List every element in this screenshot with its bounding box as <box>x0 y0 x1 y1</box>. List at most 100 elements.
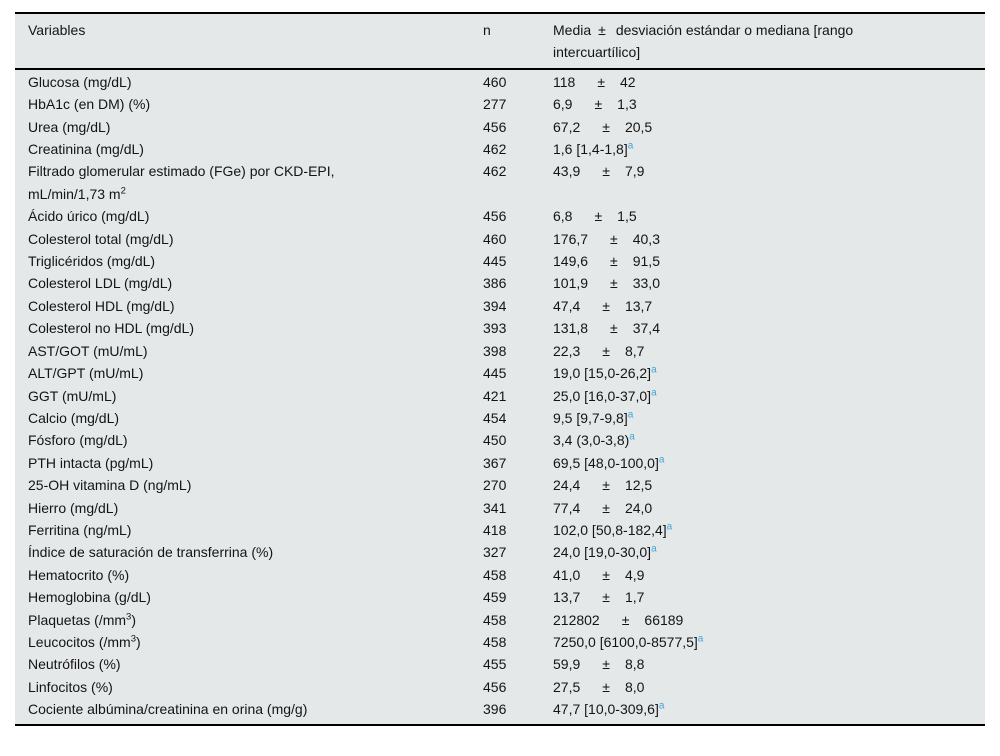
sd-value: 8,7 <box>624 342 645 359</box>
plus-minus-sign: ± <box>610 253 618 270</box>
value-cell: 131,8 ±37,4 <box>553 317 985 339</box>
sd-value: 33,0 <box>632 275 660 292</box>
sample-size: 327 <box>483 544 507 561</box>
sd-value: 1,3 <box>617 96 637 113</box>
value-cell: 47,4 ±13,7 <box>553 295 985 317</box>
sample-size: 456 <box>483 118 507 135</box>
mean-value: 43,9 <box>553 163 581 180</box>
table-row: AST/GOT (mU/mL) 398 22,3 ±8,7 <box>15 340 985 362</box>
median-iqr-value: 19,0 [15,0-26,2] <box>553 365 652 382</box>
table-header-row: Variables n Media ± desviación estándar o … <box>15 14 985 70</box>
mean-value: 67,2 <box>553 118 581 135</box>
variable-name: Ferritina (ng/mL) <box>28 521 132 538</box>
variable-name: Hemoglobina (g/dL) <box>28 589 151 606</box>
variable-name: Ácido úrico (mg/dL) <box>28 208 150 225</box>
sd-value: 20,5 <box>624 118 653 135</box>
variable-name: Creatinina (mg/dL) <box>28 141 144 158</box>
variable-name: Urea (mg/dL) <box>28 118 111 135</box>
table-row: Filtrado glomerular estimado (FGe) por C… <box>15 160 985 205</box>
value-cell: 47,7 [10,0-309,6]a <box>553 698 985 720</box>
plus-minus-sign: ± <box>610 230 618 247</box>
variable-name: Colesterol LDL (mg/dL) <box>28 275 173 292</box>
mean-value: 6,9 <box>553 96 573 113</box>
variable-name: ALT/GPT (mU/mL) <box>28 365 144 382</box>
table-row: Colesterol total (mg/dL) 460 176,7 ±40,3 <box>15 228 985 250</box>
variable-name: HbA1c (en DM) (%) <box>28 96 151 113</box>
sd-value: 8,8 <box>624 656 645 673</box>
mean-value: 59,9 <box>553 656 581 673</box>
median-iqr-value: 9,5 [9,7-9,8] <box>553 409 628 426</box>
value-cell: 24,4 ±12,5 <box>553 474 985 496</box>
footnote-marker: a <box>651 543 657 555</box>
variable-name: Plaquetas (/mm3) <box>28 610 137 628</box>
value-cell: 43,9 ±7,9 <box>553 160 985 182</box>
sample-size: 458 <box>483 566 507 583</box>
table-row: Ácido úrico (mg/dL) 456 6,8 ±1,5 <box>15 205 985 227</box>
footnote-marker: a <box>666 521 673 533</box>
median-iqr-value: 69,5 [48,0-100,0] <box>553 454 659 471</box>
sd-value: 66189 <box>644 611 684 628</box>
variable-name: Índice de saturación de transferrina (%) <box>28 544 274 561</box>
sample-size: 394 <box>483 297 507 314</box>
sample-size: 445 <box>483 365 507 382</box>
plus-minus-sign: ± <box>602 477 610 494</box>
variable-name: Cociente albúmina/creatinina en orina (m… <box>28 701 308 718</box>
mean-value: 22,3 <box>553 342 581 359</box>
sample-size: 456 <box>483 678 507 695</box>
sample-size: 367 <box>483 454 507 471</box>
sample-size: 462 <box>483 141 507 158</box>
variable-name: PTH intacta (pg/mL) <box>28 454 154 471</box>
value-cell: 9,5 [9,7-9,8]a <box>553 407 985 429</box>
footnote-marker: a <box>658 454 665 466</box>
plus-minus-sign: ± <box>602 297 610 314</box>
plus-minus-sign: ± <box>594 208 603 225</box>
table-row: Calcio (mg/dL) 454 9,5 [9,7-9,8]a <box>15 407 985 429</box>
value-cell: 27,5 ±8,0 <box>553 676 985 698</box>
sd-value: 7,9 <box>624 163 645 180</box>
table-row: PTH intacta (pg/mL) 367 69,5 [48,0-100,0]a <box>15 452 985 474</box>
value-cell: 1,6 [1,4-1,8]a <box>553 138 985 160</box>
header-media-description: desviación estándar o mediana [rango int… <box>553 22 854 61</box>
value-cell: 6,8 ±1,5 <box>553 205 985 227</box>
median-iqr-value: 47,7 [10,0-309,6] <box>553 701 659 718</box>
plus-minus-sign: ± <box>602 342 610 359</box>
mean-value: 47,4 <box>553 297 581 314</box>
value-cell: 67,2 ±20,5 <box>553 116 985 138</box>
value-cell: 59,9 ±8,8 <box>553 653 985 675</box>
table-row: HbA1c (en DM) (%) 277 6,9 ±1,3 <box>15 93 985 115</box>
plus-minus-sign: ± <box>610 320 618 337</box>
sample-size: 460 <box>483 230 507 247</box>
variable-name: AST/GOT (mU/mL) <box>28 342 148 359</box>
lab-results-table: Variables n Media ± desviación estándar o … <box>15 12 985 726</box>
table-row: Leucocitos (/mm3) 458 7250,0 [6100,0-8577,… <box>15 631 985 653</box>
plus-minus-sign: ± <box>621 611 630 628</box>
sample-size: 341 <box>483 499 507 516</box>
sample-size: 270 <box>483 477 507 494</box>
mean-value: 41,0 <box>553 566 581 583</box>
sample-size: 450 <box>483 432 507 449</box>
footnote-marker: a <box>629 431 635 443</box>
mean-value: 149,6 <box>553 253 589 270</box>
value-cell: 118 ±42 <box>553 71 985 93</box>
sd-value: 8,0 <box>624 678 645 695</box>
value-cell: 212802 ±66189 <box>553 609 985 631</box>
footnote-marker: a <box>651 386 657 398</box>
sd-value: 24,0 <box>624 499 653 516</box>
footnote-marker: a <box>697 633 704 645</box>
sd-value: 12,5 <box>624 477 653 494</box>
plus-minus-sign: ± <box>602 656 610 673</box>
sample-size: 445 <box>483 253 507 270</box>
variable-name: Colesterol total (mg/dL) <box>28 230 174 247</box>
table-body: Glucosa (mg/dL) 460 118 ±42 HbA1c (en DM) (%… <box>15 70 985 724</box>
header-media-label: Media <box>553 22 592 38</box>
variable-name: Hierro (mg/dL) <box>28 499 119 516</box>
header-n: n <box>483 22 491 38</box>
value-cell: 24,0 [19,0-30,0]a <box>553 541 985 563</box>
table-row: Creatinina (mg/dL) 462 1,6 [1,4-1,8]a <box>15 138 985 160</box>
mean-value: 101,9 <box>553 275 589 292</box>
variable-name: Neutrófilos (%) <box>28 656 121 673</box>
median-iqr-value: 24,0 [19,0-30,0] <box>553 544 652 561</box>
header-media: Media ± desviación estándar o mediana [ran… <box>553 19 985 64</box>
sample-size: 421 <box>483 387 507 404</box>
sample-size: 458 <box>483 611 507 628</box>
